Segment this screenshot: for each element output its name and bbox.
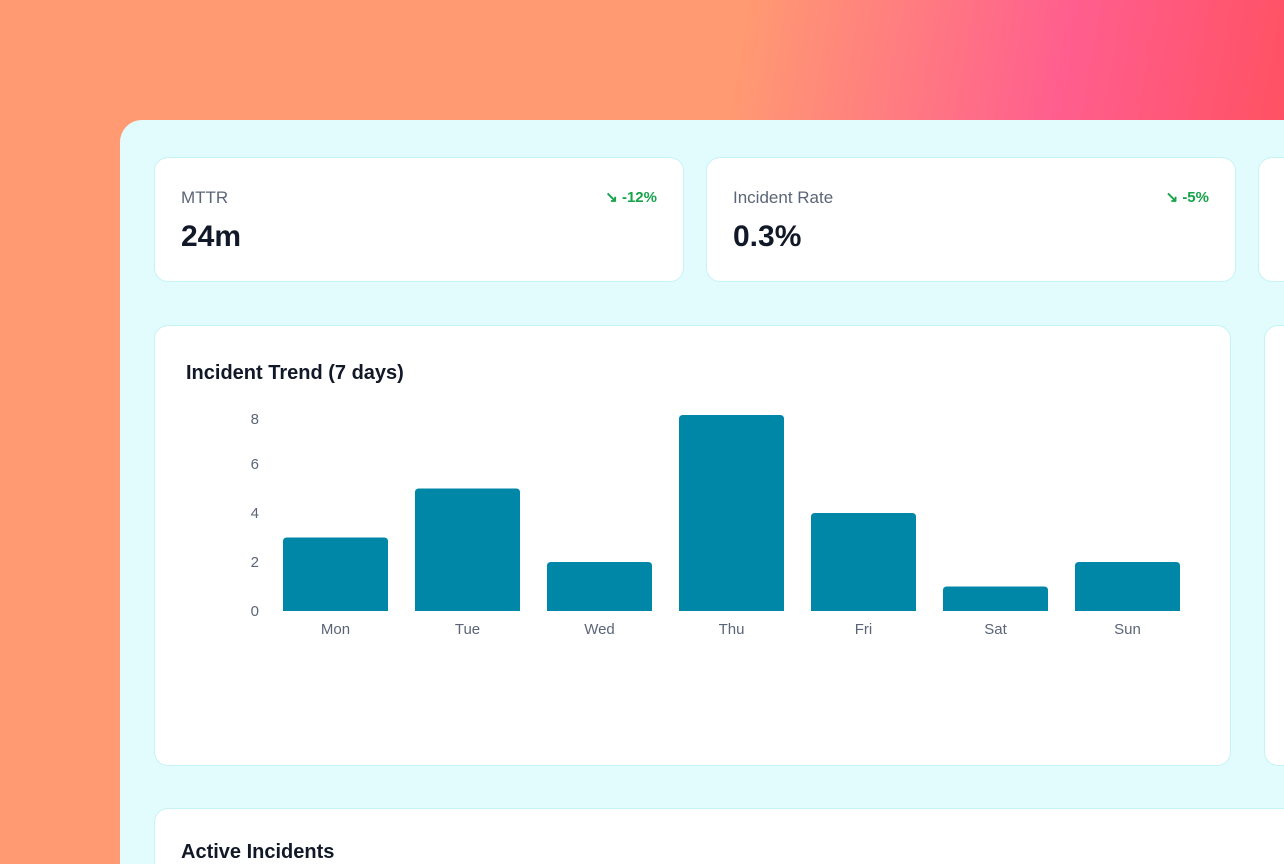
x-tick-label: Sun — [1114, 621, 1141, 638]
stat-label: MTTR — [181, 188, 229, 207]
active-incidents-card: Active Incidents — [154, 808, 1284, 864]
bar-tue[interactable] — [415, 488, 520, 612]
stat-trend: ↘ -5% — [1166, 188, 1209, 206]
stat-trend: ↘ -12% — [605, 188, 657, 206]
bar-chart: 0 2 4 6 8 Mon Tue Wed Thu Fri Sat Sun — [251, 411, 1180, 638]
stat-card-incident-rate: Incident Rate 0.3% ↘ -5% — [706, 157, 1236, 282]
bar-mon[interactable] — [283, 537, 388, 612]
x-tick-label: Fri — [855, 621, 873, 638]
x-tick-label: Wed — [584, 621, 615, 638]
y-tick-label: 6 — [251, 456, 259, 473]
stat-card-mttr: MTTR 24m ↘ -12% — [154, 157, 684, 282]
bar-wed[interactable] — [547, 562, 652, 611]
y-tick-label: 8 — [251, 411, 259, 428]
x-tick-label: Tue — [455, 621, 480, 638]
bar-fri[interactable] — [811, 513, 916, 611]
x-tick-label: Thu — [719, 621, 745, 638]
bar-sat[interactable] — [943, 586, 1048, 612]
y-tick-label: 2 — [251, 554, 259, 571]
y-tick-label: 4 — [251, 505, 259, 522]
bar-thu[interactable] — [679, 415, 784, 611]
trend-value: -12% — [621, 189, 657, 206]
x-tick-label: Mon — [321, 621, 350, 638]
bar-sun[interactable] — [1075, 562, 1180, 611]
incident-trend-chart-card: Incident Trend (7 days) 0 2 4 6 8 Mon Tue Wed Th… — [154, 325, 1231, 766]
stat-card-partial — [1258, 157, 1284, 282]
stat-value: 24m — [181, 220, 242, 253]
trend-down-icon: ↘ — [605, 189, 618, 206]
x-tick-label: Sat — [984, 621, 1007, 638]
trend-down-icon: ↘ — [1165, 189, 1179, 206]
active-incidents-title: Active Incidents — [181, 841, 335, 863]
chart-title: Incident Trend (7 days) — [186, 362, 404, 384]
stat-label: Incident Rate — [733, 188, 834, 207]
trend-value: -5% — [1182, 189, 1209, 206]
y-tick-label: 0 — [251, 603, 259, 620]
side-card-partial — [1264, 325, 1284, 766]
dashboard-panel: MTTR 24m ↘ -12% Incident Rate 0.3% ↘ -5%… — [120, 120, 1284, 864]
stat-value: 0.3% — [733, 220, 802, 253]
